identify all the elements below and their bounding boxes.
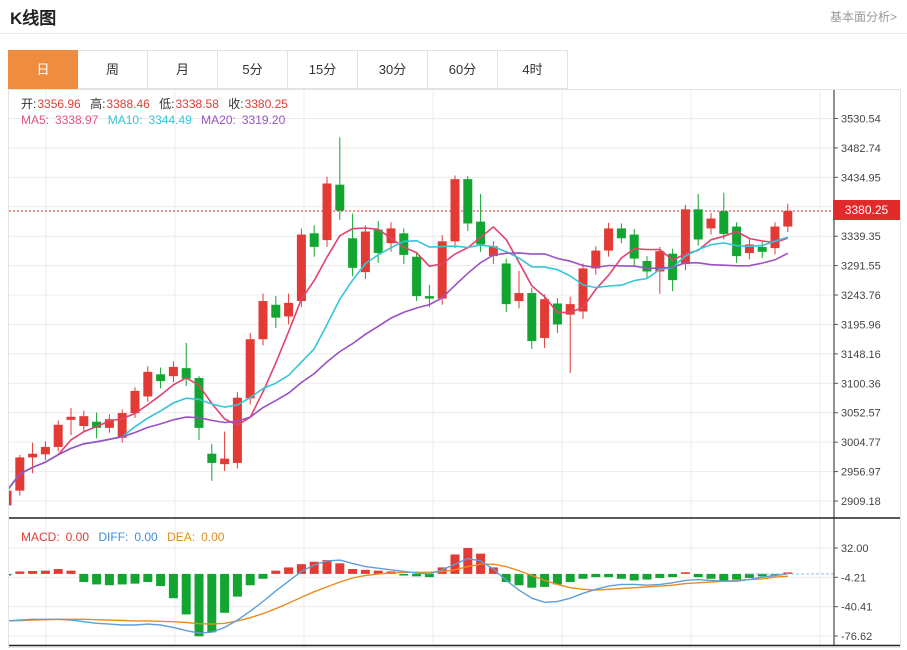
- macd-axis-label: -76.62: [841, 631, 872, 643]
- ma-legend: MA5: 3338.97 MA10: 3344.49 MA20: 3319.20: [21, 113, 291, 127]
- ma5-label: MA5:: [21, 113, 50, 127]
- open-label: 开:: [21, 97, 37, 111]
- price-axis-label: 3482.74: [841, 143, 881, 155]
- macd-value: 0.00: [65, 530, 90, 544]
- price-axis-label: 3339.35: [841, 231, 881, 243]
- price-axis-label: 2956.97: [841, 467, 881, 479]
- ma20-label: MA20:: [201, 113, 236, 127]
- kline-chart-plot[interactable]: 3530.54 3482.74 3434.95 3339.35 3291.55 3243.…: [9, 90, 900, 647]
- page-header: K线图 基本面分析>: [0, 0, 907, 34]
- macd-axis-label: 32.00: [841, 543, 869, 555]
- price-axis-label: 3434.95: [841, 172, 881, 184]
- current-price-tag: 3380.25: [833, 200, 900, 220]
- diff-label: DIFF:: [98, 530, 129, 544]
- interval-tabs: 日周月 5分 15分 30分 60分 4时: [8, 50, 907, 89]
- price-axis-label: 3530.54: [841, 114, 881, 126]
- price-axis-label: 3195.96: [841, 319, 881, 331]
- price-axis-label: 3004.77: [841, 437, 881, 449]
- price-axis-label: 3052.57: [841, 408, 881, 420]
- macd-legend: MACD: 0.00 DIFF: 0.00 DEA: 0.00: [21, 530, 230, 544]
- tab-日[interactable]: 日: [8, 50, 78, 89]
- macd-axis-label: -40.41: [841, 602, 872, 614]
- high-value: 3388.46: [106, 97, 150, 111]
- macd-label: MACD:: [21, 530, 60, 544]
- open-value: 3356.96: [37, 97, 81, 111]
- price-axis-label: 2909.18: [841, 496, 881, 508]
- tab-60分[interactable]: 60分: [428, 50, 498, 89]
- dea-value: 0.00: [201, 530, 225, 544]
- price-axis-label: 3100.36: [841, 378, 881, 390]
- tab-4时[interactable]: 4时: [498, 50, 568, 89]
- tab-15分[interactable]: 15分: [288, 50, 358, 89]
- ma20-value: 3319.20: [241, 113, 286, 127]
- kline-chart-widget: 开:3356.96 高:3388.46 低:3338.58 收:3380.25 …: [8, 89, 901, 648]
- tab-30分[interactable]: 30分: [358, 50, 428, 89]
- close-label: 收:: [228, 97, 244, 111]
- close-value: 3380.25: [244, 97, 288, 111]
- high-label: 高:: [90, 97, 106, 111]
- ohlc-legend: 开:3356.96 高:3388.46 低:3338.58 收:3380.25: [21, 95, 294, 112]
- ma10-value: 3344.49: [148, 113, 192, 127]
- tab-5分[interactable]: 5分: [218, 50, 288, 89]
- ma10-label: MA10:: [107, 113, 143, 127]
- macd-axis-label: -4.21: [841, 572, 866, 584]
- low-value: 3338.58: [175, 97, 219, 111]
- tab-周[interactable]: 周: [78, 50, 148, 89]
- page-title: K线图: [10, 9, 57, 28]
- price-axis-label: 3243.76: [841, 290, 881, 302]
- low-label: 低:: [159, 97, 175, 111]
- price-axis-label: 3148.16: [841, 349, 881, 361]
- dea-label: DEA:: [167, 530, 196, 544]
- price-axis-label: 3291.55: [841, 261, 881, 273]
- diff-value: 0.00: [134, 530, 158, 544]
- tab-月[interactable]: 月: [148, 50, 218, 89]
- ma5-value: 3338.97: [55, 113, 99, 127]
- fundamental-analysis-link[interactable]: 基本面分析>: [829, 10, 897, 24]
